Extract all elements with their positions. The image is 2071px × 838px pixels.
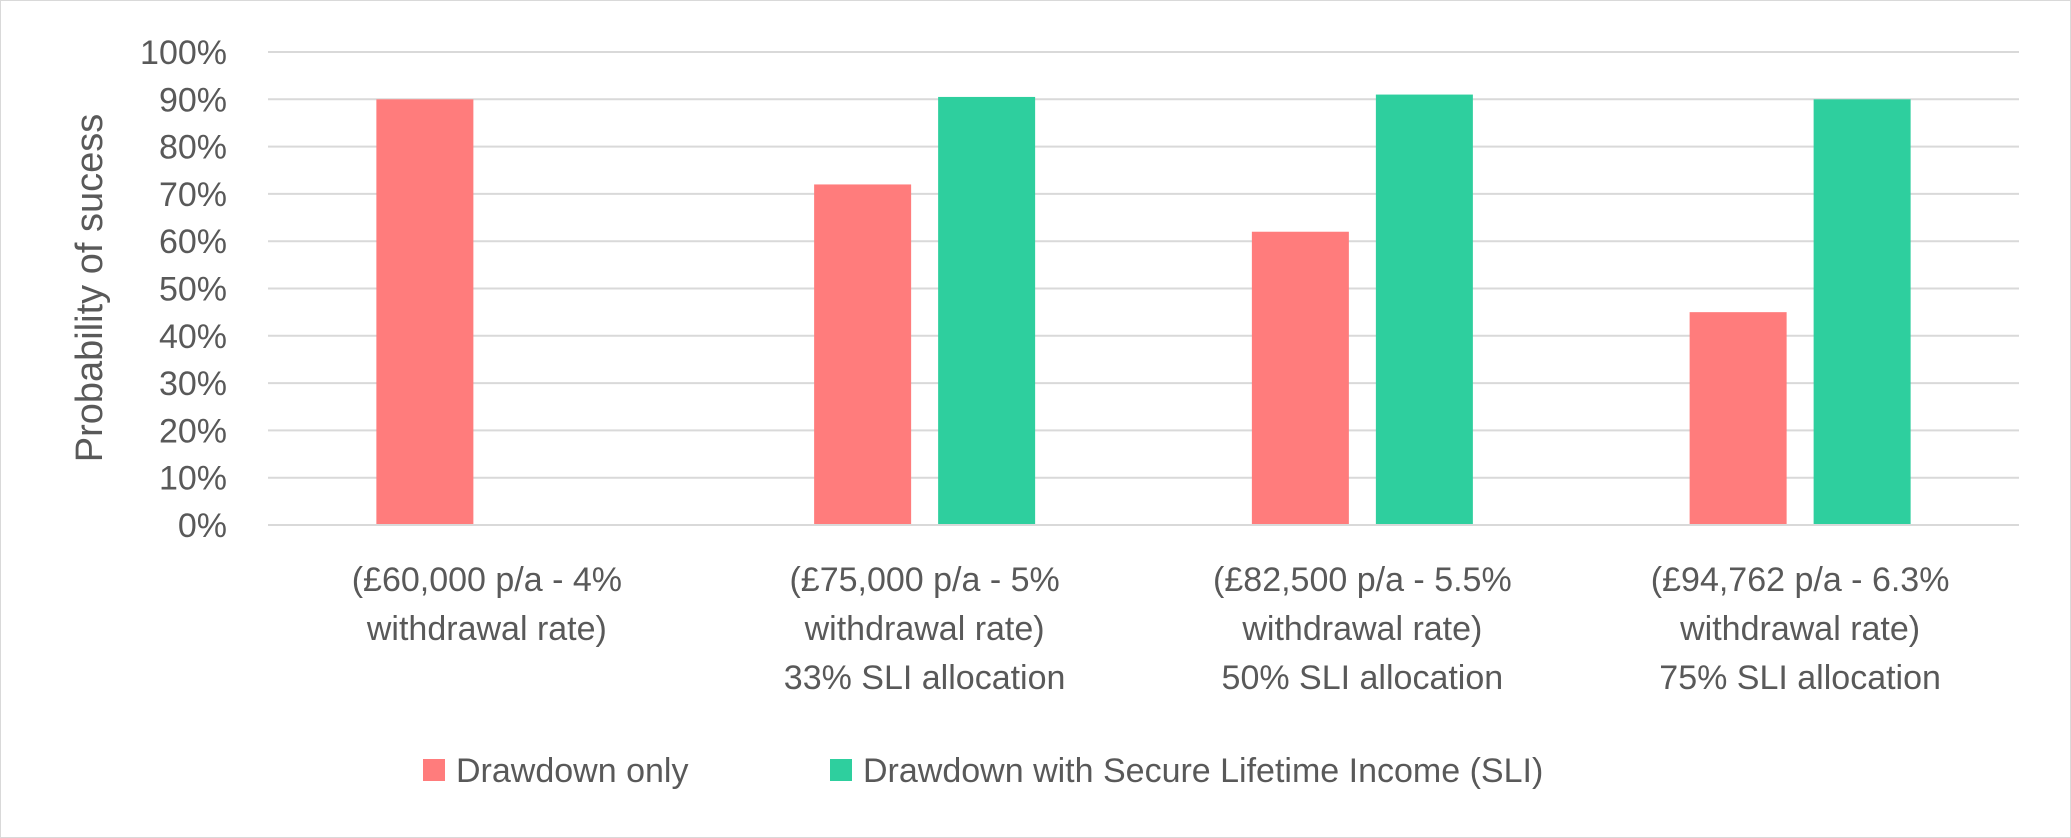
bar-drawdown-with-sli (1375, 94, 1473, 525)
x-category-label: (£82,500 p/a - 5.5% (1213, 561, 1512, 599)
bars (376, 94, 1911, 526)
y-axis-title: Probability of sucess (69, 114, 111, 463)
bar-drawdown-only (814, 184, 912, 525)
x-category-label: withdrawal rate) (1679, 610, 1920, 648)
legend: Drawdown only Drawdown with Secure Lifeti… (423, 752, 1543, 790)
legend-swatch (830, 759, 852, 781)
x-category-label: withdrawal rate) (804, 610, 1045, 648)
y-tick-label: 10% (159, 460, 227, 498)
bar-drawdown-with-sli (938, 96, 1036, 525)
x-category-label: withdrawal rate) (366, 610, 607, 648)
x-category-label: 33% SLI allocation (784, 659, 1066, 697)
bar-drawdown-only (1251, 231, 1349, 526)
bar-drawdown-only (1689, 312, 1787, 525)
x-category-label: (£75,000 p/a - 5% (789, 561, 1059, 599)
y-tick-label: 60% (159, 223, 227, 261)
x-category-label: withdrawal rate) (1241, 610, 1482, 648)
legend-label: Drawdown with Secure Lifetime Income (SL… (863, 752, 1543, 790)
y-tick-label: 0% (178, 507, 227, 545)
x-category-label: 75% SLI allocation (1659, 659, 1941, 697)
x-category-label: (£94,762 p/a - 6.3% (1651, 561, 1950, 599)
x-category-label: 50% SLI allocation (1222, 659, 1504, 697)
y-tick-label: 70% (159, 176, 227, 214)
gridlines (268, 51, 2019, 479)
y-tick-label: 20% (159, 412, 227, 450)
x-category-label: (£60,000 p/a - 4% (352, 561, 622, 599)
bar-drawdown-with-sli (1813, 99, 1911, 526)
legend-swatch (423, 759, 445, 781)
y-tick-label: 100% (140, 34, 227, 72)
legend-label: Drawdown only (456, 752, 688, 790)
y-tick-label: 90% (159, 81, 227, 119)
y-tick-label: 80% (159, 129, 227, 167)
y-tick-label: 50% (159, 271, 227, 309)
bar-drawdown-only (376, 99, 474, 526)
y-tick-label: 30% (159, 365, 227, 403)
y-tick-label: 40% (159, 318, 227, 356)
labels: 0% 10% 20% 30% 40% 50% 60% 70% 80% 90% 100% (£60,00… (140, 34, 1949, 697)
